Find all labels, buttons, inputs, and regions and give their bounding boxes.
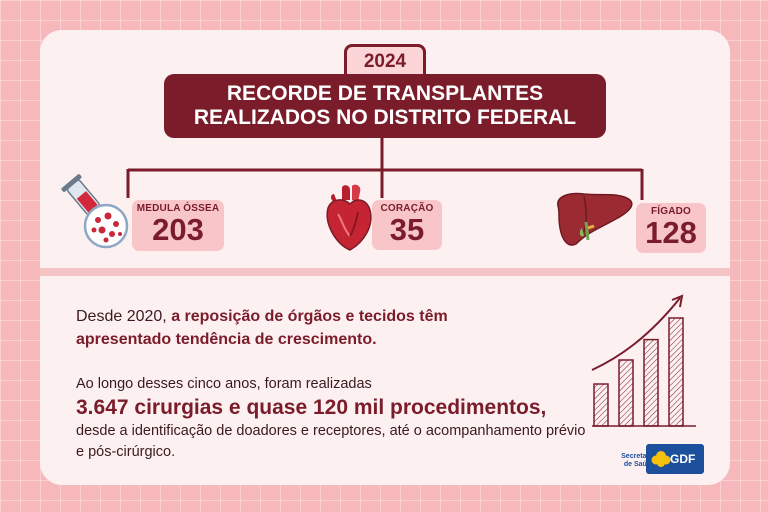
ipe-flower-icon: [651, 451, 671, 467]
stat-figado: FÍGADO 128: [636, 203, 706, 253]
intro-highlight: a reposição de órgãos e tecidos têm apre…: [76, 308, 448, 348]
intro-paragraph: Desde 2020, a reposição de órgãos e teci…: [76, 305, 536, 351]
infographic-card: 2024 RECORDE DE TRANSPLANTES REALIZADOS …: [40, 30, 730, 485]
growth-bar: [643, 338, 659, 427]
secretaria-line-2: de Saúde: [623, 461, 655, 468]
detail-highlight: 3.647 cirurgias e quase 120 mil procedim…: [76, 396, 547, 419]
gdf-logo-text: GDF: [670, 452, 696, 466]
stat-label: CORAÇÃO: [380, 203, 434, 214]
secretaria-line-1: Secretaria: [621, 453, 655, 460]
section-divider: [40, 268, 730, 276]
title-line-2: REALIZADOS NO DISTRITO FEDERAL: [193, 106, 577, 129]
detail-prefix: Ao longo desses cinco anos, foram realiz…: [76, 376, 372, 392]
intro-prefix: Desde 2020,: [76, 308, 172, 325]
stat-value: 128: [645, 215, 697, 250]
stat-label: FÍGADO: [650, 206, 692, 217]
growth-bar: [668, 317, 684, 427]
year-tab: 2024: [344, 44, 426, 78]
stat-coracao: CORAÇÃO 35: [372, 200, 442, 250]
title-line-1: RECORDE DE TRANSPLANTES: [226, 82, 544, 105]
stat-medula-ossea: MEDULA ÓSSEA 203: [132, 200, 224, 251]
secretaria-saude-logo: Secretaria de Saúde: [605, 453, 655, 469]
gdf-logo: GDF: [646, 444, 704, 474]
detail-suffix: desde a identificação de doadores e rece…: [76, 423, 586, 460]
stat-value: 35: [389, 212, 425, 247]
heart-icon: [326, 184, 372, 251]
growth-bar: [593, 383, 609, 427]
stat-value: 203: [152, 212, 204, 247]
page-title: RECORDE DE TRANSPLANTES REALIZADOS NO DI…: [164, 74, 606, 138]
detail-paragraph: Ao longo desses cinco anos, foram realiz…: [76, 374, 586, 463]
liver-icon: [557, 192, 633, 246]
bone-marrow-syringe-icon: [61, 174, 129, 249]
stat-label: MEDULA ÓSSEA: [136, 203, 220, 214]
growth-bar: [618, 359, 634, 427]
growth-chart-icon: [591, 294, 696, 427]
